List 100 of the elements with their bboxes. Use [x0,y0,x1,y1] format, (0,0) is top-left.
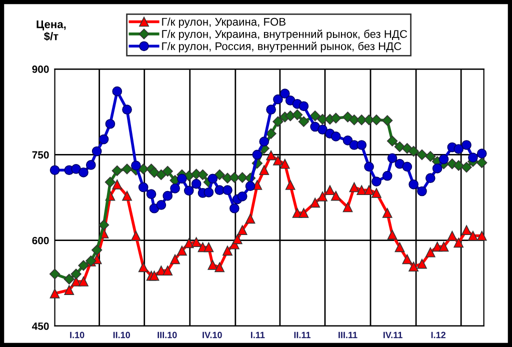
point [162,266,173,276]
point [310,110,320,122]
x-tick-label: I.12 [431,332,446,338]
point [105,118,116,129]
legend-label: Г/к рулон, Россия, внутренний рынок, без НДС [162,42,402,52]
point [318,191,328,202]
x-tick-label: I.11 [251,332,265,338]
point [356,140,367,150]
point [156,169,167,180]
point [112,86,122,96]
point [104,176,116,188]
point [49,268,60,280]
point [245,181,256,192]
point [138,262,148,272]
point [330,112,342,124]
point [285,180,296,190]
point [438,154,449,164]
point [50,165,60,176]
point [245,214,256,224]
y-tick-label: 600 [32,236,49,244]
point [98,220,110,230]
point [146,189,156,200]
point [229,203,240,214]
point [364,185,374,196]
point [131,230,141,241]
y-tick-label: 900 [32,66,49,73]
x-tick-label: III.10 [158,332,177,338]
point [372,176,382,186]
point [330,190,341,201]
point [280,158,290,169]
point [310,198,320,208]
point [131,160,141,170]
point [208,260,218,270]
point [170,183,180,194]
point [86,160,96,170]
point [112,165,122,176]
point [476,230,487,241]
point [70,268,82,280]
point [191,178,202,189]
point [394,158,405,169]
point [237,172,248,183]
point [259,165,270,176]
point [78,260,89,271]
point [408,262,418,272]
point [476,148,487,158]
point [259,136,270,147]
x-tick-label: III.11 [338,332,358,338]
point [252,150,262,160]
point [342,202,353,212]
legend-label: Г/к рулон, Украина, внутренний рынок, без НДС [162,30,408,40]
point [462,225,472,236]
point [170,254,180,264]
point [356,185,367,196]
point [50,288,60,298]
point [237,225,248,236]
point [191,237,202,247]
point [98,134,109,144]
point [408,146,419,157]
point [394,141,406,152]
point [402,254,412,264]
x-tick-label: IV.11 [384,332,402,338]
point [64,285,74,295]
point [122,104,132,115]
point [298,208,309,218]
point [402,162,412,172]
point [330,132,341,142]
point [273,94,283,104]
y-tick-label: 750 [32,151,49,159]
point [364,114,374,126]
point [177,246,187,256]
point [266,150,276,160]
point [162,166,173,177]
point [325,185,335,196]
point [272,116,284,127]
point [416,149,428,160]
point [438,242,449,252]
point [214,169,225,180]
point [184,186,194,196]
point [204,187,214,198]
point [425,151,436,162]
point [364,162,374,172]
point [78,167,88,178]
point [342,112,354,122]
point [298,116,310,127]
point [292,109,303,120]
point [382,208,392,218]
point [468,152,478,162]
point [432,163,442,174]
legend-label: Г/к рулон, Украина, FOB [162,18,286,28]
point [122,164,132,174]
point [461,162,472,173]
point [468,230,478,241]
point [149,270,160,281]
y-tick-label: 450 [32,322,49,330]
point [453,160,464,171]
point [92,244,102,256]
point [318,124,328,135]
point [197,169,208,180]
x-tick-label: II.11 [294,332,311,338]
point [394,242,405,252]
